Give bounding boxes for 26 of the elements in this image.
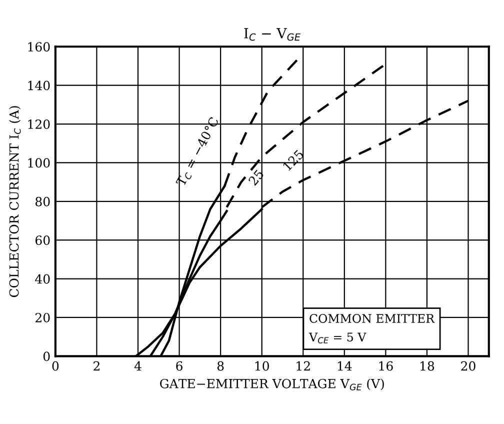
annotation: COMMON EMITTER V$_{CE}$ = 5 V bbox=[308, 314, 435, 344]
x-tick-label: 20 bbox=[461, 361, 476, 371]
x-tick-label: 2 bbox=[94, 361, 100, 371]
x-tick-label: 18 bbox=[420, 361, 434, 371]
y-tick-label: 40 bbox=[35, 274, 50, 284]
x-tick-label: 4 bbox=[134, 361, 142, 371]
y-tick-label: 140 bbox=[28, 80, 50, 90]
y-tick-label: 80 bbox=[36, 196, 50, 206]
x-tick-label: 8 bbox=[217, 361, 224, 371]
y-tick-label: 20 bbox=[36, 312, 50, 322]
x-tick-label: 0 bbox=[52, 361, 59, 371]
x-axis-title: GATE−EMITTER VOLTAGE V$_{GE}$ (V) bbox=[160, 378, 384, 390]
y-axis-title: COLLECTOR CURRENT I$_{C}$ (A) bbox=[9, 106, 21, 298]
x-tick-label: 14 bbox=[338, 361, 352, 371]
x-tick-label: 6 bbox=[176, 361, 182, 371]
annotation: 25 bbox=[248, 169, 264, 186]
x-tick-label: 16 bbox=[379, 361, 393, 371]
annotation: 125 bbox=[282, 149, 304, 172]
y-tick-label: 0 bbox=[43, 352, 50, 362]
x-tick-label: 10 bbox=[255, 361, 269, 371]
y-tick-label: 120 bbox=[28, 119, 50, 129]
x-tick-label: 12 bbox=[296, 361, 310, 371]
y-tick-label: 100 bbox=[28, 158, 50, 168]
y-tick-label: 160 bbox=[28, 42, 50, 52]
y-tick-label: 60 bbox=[36, 236, 50, 246]
chart-title: I$_{C}$ − V$_{GE}$ bbox=[244, 28, 300, 41]
